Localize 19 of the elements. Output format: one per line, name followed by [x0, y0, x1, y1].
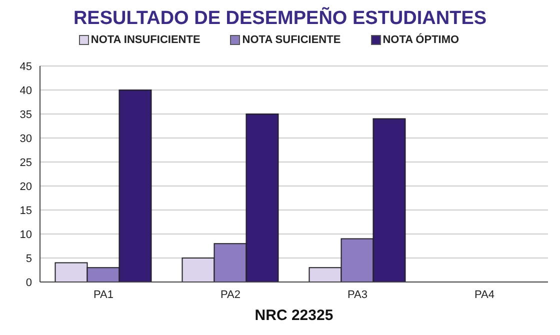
y-tick-label: 35	[20, 108, 32, 121]
legend-label: NOTA ÓPTIMO	[382, 34, 460, 46]
y-tick-label: 20	[20, 180, 32, 193]
y-tick-label: 0	[26, 276, 32, 289]
y-tick-label: 40	[20, 84, 32, 97]
legend-label: NOTA SUFICIENTE	[241, 34, 341, 46]
x-tick-label: PA4	[474, 288, 494, 301]
y-tick-label: 10	[20, 228, 32, 241]
y-tick-label: 30	[20, 132, 32, 145]
y-tick-label: 5	[26, 252, 32, 265]
y-tick-label: 15	[20, 204, 32, 217]
x-tick-label: PA1	[94, 288, 114, 301]
legend-label: NOTA INSUFICIENTE	[90, 34, 200, 46]
x-tick-label: PA2	[220, 288, 240, 301]
y-tick-label: 45	[20, 60, 32, 73]
chart-title: RESULTADO DE DESEMPEÑO ESTUDIANTES	[72, 8, 488, 31]
x-axis-title: NRC 22325	[254, 307, 334, 324]
x-tick-label: PA3	[348, 288, 368, 301]
y-tick-label: 25	[20, 156, 32, 169]
